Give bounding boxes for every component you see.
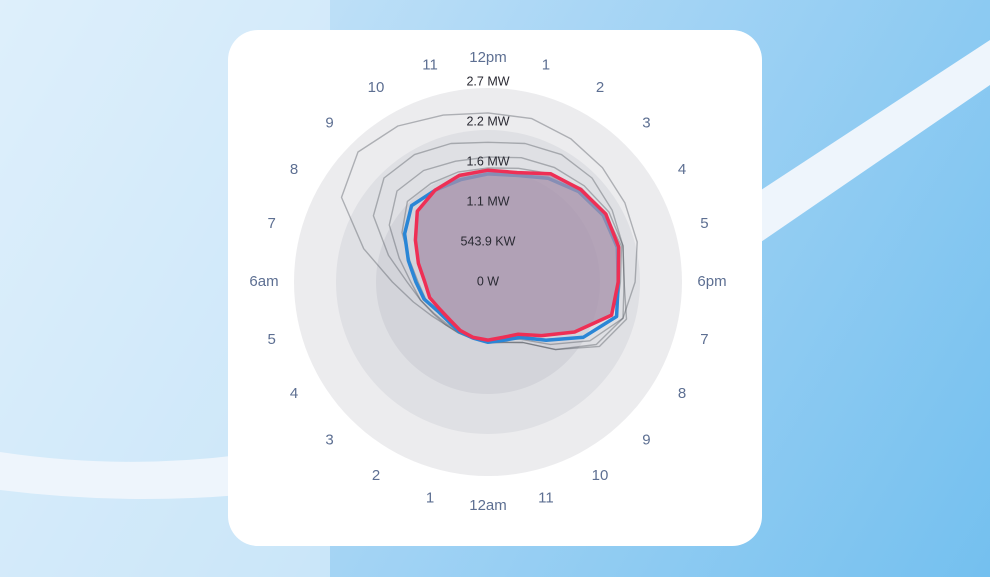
hour-label: 3 [642, 115, 650, 132]
bg-stripe [700, 40, 990, 270]
hour-label: 12pm [469, 49, 507, 66]
hour-label: 2 [372, 467, 380, 484]
hour-label: 8 [290, 161, 298, 178]
hour-label: 1 [542, 57, 550, 74]
r-tick-label: 0 W [477, 274, 499, 288]
hour-label: 10 [368, 79, 385, 96]
hour-label: 5 [700, 215, 708, 232]
r-tick-label: 1.1 MW [466, 194, 509, 208]
r-tick-label: 1.6 MW [466, 154, 509, 168]
hour-label: 5 [267, 331, 275, 348]
hour-label: 12am [469, 497, 507, 514]
hour-label: 10 [592, 467, 609, 484]
hour-label: 7 [700, 331, 708, 348]
area [415, 170, 619, 341]
hour-label: 4 [678, 161, 686, 178]
r-tick-label: 543.9 KW [461, 234, 516, 248]
hour-label: 2 [596, 79, 604, 96]
hour-label: 9 [325, 115, 333, 132]
bg-stripe [0, 452, 240, 499]
hour-label: 11 [422, 57, 438, 74]
hour-label: 3 [325, 431, 333, 448]
hour-label: 6pm [697, 273, 726, 290]
r-tick-label: 2.7 MW [466, 74, 509, 88]
r-tick-label: 2.2 MW [466, 114, 509, 128]
hour-label: 1 [426, 489, 434, 506]
hour-label: 11 [538, 489, 554, 506]
highlight-line [413, 168, 621, 342]
hour-label: 4 [290, 385, 298, 402]
hour-label: 9 [642, 431, 650, 448]
hour-label: 6am [249, 273, 278, 290]
hour-label: 7 [267, 215, 275, 232]
hour-label: 8 [678, 385, 686, 402]
